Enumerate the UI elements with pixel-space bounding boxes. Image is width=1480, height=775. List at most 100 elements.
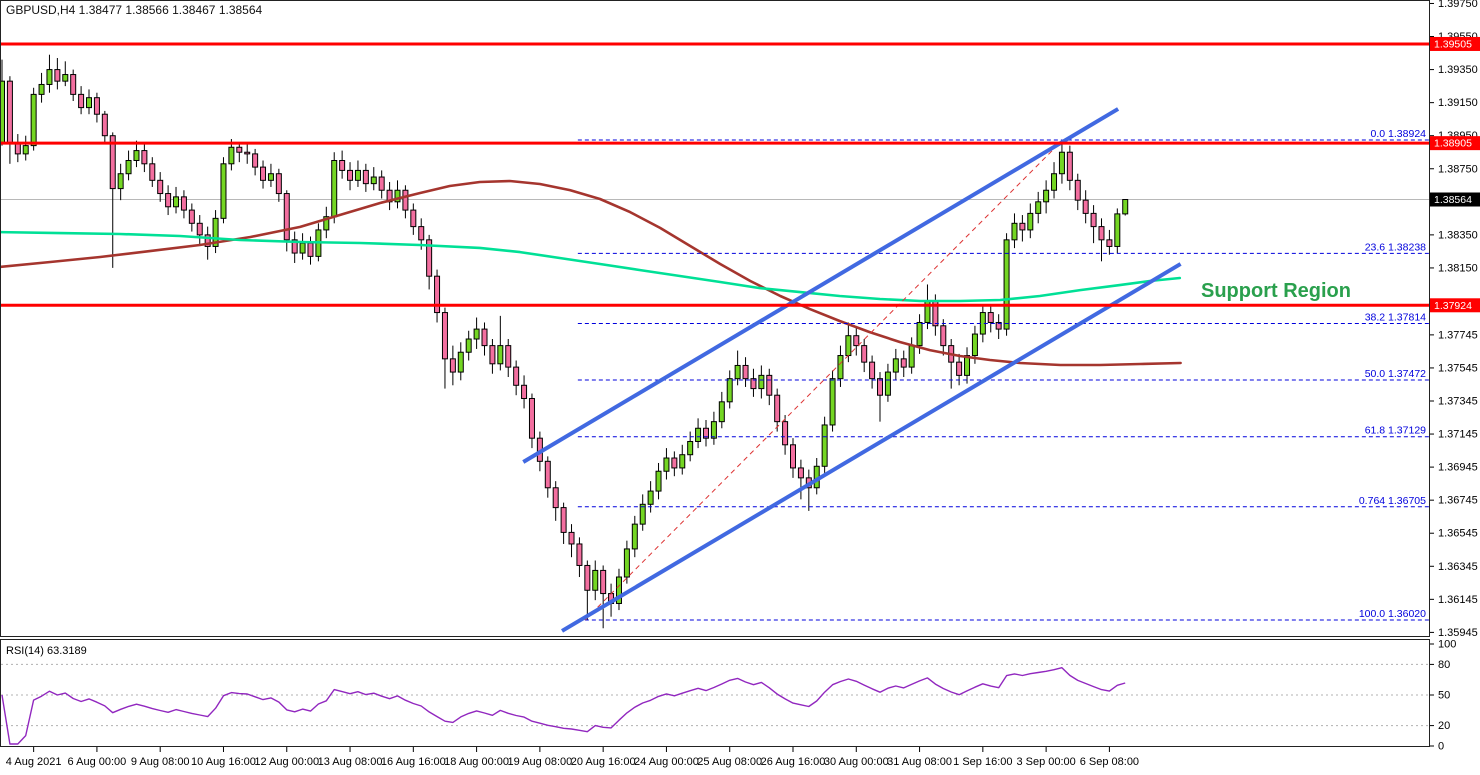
- candle-bullish: [615, 576, 622, 604]
- candle-bearish: [426, 239, 433, 277]
- candle-bullish: [1027, 212, 1034, 231]
- price-axis-label: 1.35945: [1438, 627, 1478, 639]
- price-axis[interactable]: 1.397501.395501.393501.391501.389501.387…: [1430, 0, 1480, 753]
- candle-bullish: [38, 83, 45, 95]
- channel-lower-trendline[interactable]: [561, 262, 1182, 633]
- price-axis-label: 1.36945: [1438, 462, 1478, 474]
- time-axis-label: 19 Aug 08:00: [507, 756, 572, 768]
- candle-bearish: [101, 113, 108, 137]
- main-price-pane[interactable]: [0, 0, 1430, 637]
- candle-bearish: [362, 169, 369, 185]
- candle-bearish: [940, 325, 947, 347]
- candle-bearish: [275, 173, 282, 195]
- price-tag-text: 1.38564: [1434, 194, 1472, 206]
- candle-bullish: [354, 169, 361, 181]
- candle-bullish: [916, 321, 923, 347]
- price-axis-label: 1.37145: [1438, 429, 1478, 441]
- candle-bearish: [671, 457, 678, 469]
- time-axis-label: 26 Aug 16:00: [761, 756, 826, 768]
- candle-bullish: [710, 421, 717, 439]
- candle-bullish: [726, 378, 733, 403]
- candle-bearish: [900, 358, 907, 368]
- candle-bullish: [821, 424, 828, 467]
- candle-bearish: [149, 163, 156, 181]
- candle-bearish: [196, 222, 203, 236]
- time-axis-label: 3 Sep 00:00: [1016, 756, 1075, 768]
- time-axis-label: 25 Aug 08:00: [697, 756, 762, 768]
- candles-layer: [1, 54, 1129, 629]
- candle-bullish: [331, 159, 338, 218]
- rsi-indicator-pane[interactable]: [0, 639, 1430, 747]
- candle-bearish: [782, 421, 789, 446]
- time-axis-label: 4 Aug 2021: [6, 756, 62, 768]
- time-axis-label: 30 Aug 00:00: [824, 756, 889, 768]
- candle-bearish: [489, 345, 496, 365]
- candle-bullish: [30, 93, 37, 147]
- price-axis-label: 1.37745: [1438, 329, 1478, 341]
- time-axis[interactable]: 4 Aug 2021 6 Aug 00:00 9 Aug 08:00 10 Aug 1…: [6, 747, 1139, 768]
- candle-bearish: [1098, 226, 1105, 241]
- channel-upper-trendline[interactable]: [522, 107, 1120, 464]
- time-axis-label: 9 Aug 08:00: [131, 756, 190, 768]
- candle-bearish: [1090, 212, 1097, 228]
- price-axis-label: 1.36745: [1438, 495, 1478, 507]
- candle-bullish: [86, 97, 93, 109]
- candle-bullish: [370, 176, 377, 185]
- fib-baseline-diagonal[interactable]: [584, 139, 1064, 621]
- price-axis-label: 1.38150: [1438, 262, 1478, 274]
- candle-bullish: [267, 173, 274, 181]
- candle-bullish: [299, 242, 306, 254]
- candle-bullish: [22, 145, 29, 155]
- price-axis-label: 1.36145: [1438, 594, 1478, 606]
- candle-bearish: [339, 159, 346, 171]
- candle-bearish: [1082, 199, 1089, 214]
- price-tag-line-level: [1430, 136, 1480, 151]
- candle-bearish: [6, 80, 13, 145]
- candle-bearish: [291, 239, 298, 254]
- fibonacci-layer[interactable]: 0.0 1.38924 23.6 1.38238 38.2 1.37814 50.0 …: [577, 128, 1429, 621]
- trend-channel-layer[interactable]: [522, 107, 1182, 633]
- rsi-axis-label: 80: [1438, 659, 1450, 671]
- price-axis-label: 1.39350: [1438, 64, 1478, 76]
- candle-bullish: [323, 216, 330, 231]
- rsi-axis-label: 50: [1438, 690, 1450, 702]
- candle-bearish: [93, 97, 100, 115]
- candle-bullish: [46, 69, 53, 85]
- price-axis-label: 1.37345: [1438, 395, 1478, 407]
- time-axis-label: 31 Aug 08:00: [887, 756, 952, 768]
- candle-bearish: [283, 193, 290, 241]
- candle-bearish: [236, 146, 243, 153]
- candle-bearish: [434, 275, 441, 314]
- candle-bullish: [687, 440, 694, 456]
- candle-bullish: [964, 355, 971, 376]
- candle-bearish: [204, 234, 211, 247]
- candle-bullish: [679, 454, 686, 469]
- candle-bearish: [1066, 151, 1073, 181]
- candle-bullish: [695, 427, 702, 442]
- candle-bearish: [1074, 179, 1081, 201]
- candle-bearish: [995, 321, 1002, 330]
- candle-bullish: [125, 159, 132, 175]
- candle-bullish: [117, 173, 124, 190]
- candle-bearish: [1019, 222, 1026, 231]
- price-tag-text: 1.39505: [1434, 38, 1472, 50]
- slow-moving-average-line: [1, 179, 1182, 367]
- time-axis-label: 16 Aug 16:00: [381, 756, 446, 768]
- candle-bearish: [956, 361, 963, 376]
- rsi-axis-label: 20: [1438, 720, 1450, 732]
- candle-bearish: [521, 384, 528, 400]
- candle-bearish: [70, 74, 77, 95]
- candle-bullish: [173, 196, 180, 208]
- candle-bullish: [734, 364, 741, 380]
- price-tag-line-level: [1430, 36, 1480, 51]
- candle-bearish: [790, 444, 796, 469]
- candle-bearish: [869, 361, 876, 380]
- candle-bearish: [418, 226, 425, 241]
- candle-bearish: [260, 166, 267, 181]
- candle-bearish: [513, 366, 520, 386]
- candle-bullish: [465, 338, 472, 353]
- candle-bearish: [766, 374, 773, 396]
- candle-bearish: [165, 193, 172, 208]
- horizontal-lines-layer[interactable]: [1, 42, 1429, 307]
